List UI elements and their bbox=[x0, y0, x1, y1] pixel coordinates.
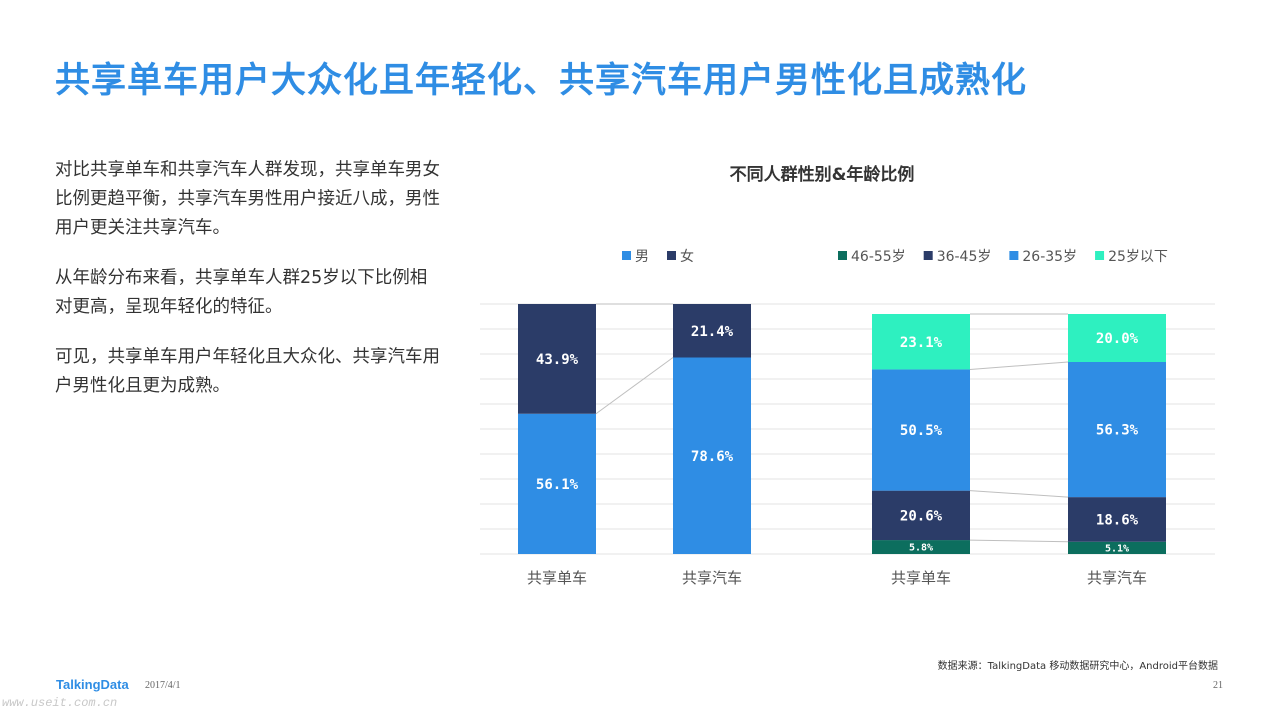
bar-segment bbox=[518, 304, 596, 414]
legend-label: 男 bbox=[635, 249, 649, 265]
category-label: 共享汽车 bbox=[682, 569, 742, 587]
category-label: 共享单车 bbox=[527, 569, 587, 587]
data-label: 20.6% bbox=[900, 508, 943, 524]
page-title: 共享单车用户大众化且年轻化、共享汽车用户男性化且成熟化 bbox=[55, 61, 1028, 101]
legend-label: 36-45岁 bbox=[937, 249, 992, 265]
data-label: 23.1% bbox=[900, 335, 943, 351]
bar-segment bbox=[518, 413, 596, 554]
data-label: 21.4% bbox=[691, 324, 734, 340]
data-label: 78.6% bbox=[691, 449, 734, 465]
data-label: 20.0% bbox=[1096, 331, 1139, 347]
source-note: 数据来源：TalkingData 移动数据研究中心，Android平台数据 bbox=[937, 661, 1218, 672]
body-text: 对比共享单车和共享汽车人群发现，共享单车男女比例更趋平衡，共享汽车男性用户接近八… bbox=[55, 156, 440, 422]
legend-label: 46-55岁 bbox=[851, 249, 906, 265]
category-label: 共享单车 bbox=[891, 569, 951, 587]
data-label: 56.1% bbox=[536, 477, 579, 493]
footer-date: 2017/4/1 bbox=[145, 680, 181, 691]
bar-segment bbox=[1068, 497, 1166, 542]
bar-segment bbox=[1068, 541, 1166, 554]
legend-swatch bbox=[667, 251, 676, 260]
series-connector bbox=[969, 539, 1069, 543]
bar-segment bbox=[673, 304, 751, 358]
legend-swatch bbox=[923, 251, 933, 260]
data-label: 50.5% bbox=[900, 423, 943, 439]
bar-segment bbox=[872, 369, 970, 491]
paragraph-age: 从年龄分布来看，共享单车人群25岁以下比例相对更高，呈现年轻化的特征。 bbox=[55, 268, 428, 317]
data-label: 56.3% bbox=[1096, 423, 1139, 439]
data-label: 18.6% bbox=[1096, 512, 1139, 528]
page-number: 21 bbox=[1213, 680, 1223, 691]
legend-label: 26-35岁 bbox=[1022, 249, 1077, 265]
data-label: 43.9% bbox=[536, 352, 579, 368]
bar-segment bbox=[1068, 362, 1166, 498]
bar-segment bbox=[872, 490, 970, 541]
bar-segment bbox=[673, 357, 751, 554]
legend-swatch bbox=[622, 251, 631, 260]
watermark: www.useit.com.cn bbox=[2, 696, 118, 710]
bar-segment bbox=[872, 314, 970, 370]
legend-swatch bbox=[838, 251, 847, 260]
paragraph-conclusion: 可见，共享单车用户年轻化且大众化、共享汽车用户男性化且更为成熟。 bbox=[55, 347, 440, 396]
legend-label: 25岁以下 bbox=[1108, 249, 1168, 265]
paragraph-gender: 对比共享单车和共享汽车人群发现，共享单车男女比例更趋平衡，共享汽车男性用户接近八… bbox=[55, 160, 440, 238]
series-connector bbox=[969, 490, 1069, 498]
legend-swatch bbox=[1095, 251, 1105, 260]
legend-swatch bbox=[1009, 251, 1019, 260]
legend-label: 女 bbox=[680, 248, 694, 265]
bar-segment bbox=[872, 540, 970, 554]
data-label: 5.1% bbox=[1105, 543, 1129, 554]
category-label: 共享汽车 bbox=[1087, 569, 1147, 587]
data-label: 5.8% bbox=[909, 543, 933, 554]
bar-segment bbox=[1068, 314, 1166, 362]
brand-logo: TalkingData bbox=[56, 677, 129, 692]
series-connector bbox=[595, 357, 674, 415]
chart-title: 不同人群性别&年龄比例 bbox=[729, 165, 915, 185]
series-connector bbox=[969, 361, 1069, 370]
